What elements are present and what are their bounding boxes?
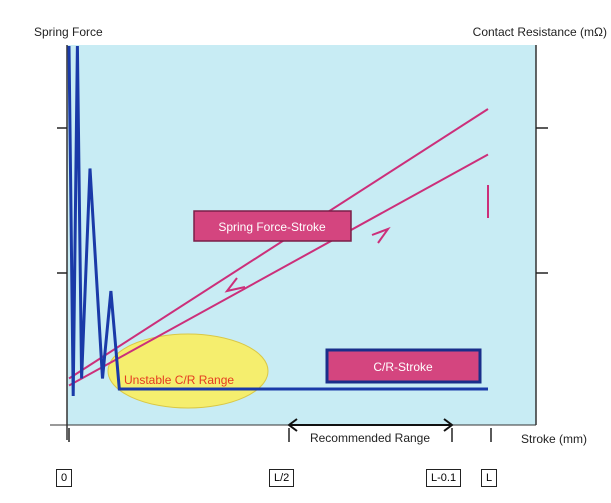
loading-arrow-icon [371,226,391,244]
x-tick-label: L [481,469,498,487]
recommended-range-label: Recommended Range [310,431,430,445]
unloading-arrow-icon [224,277,246,293]
unstable-range-label: Unstable C/R Range [124,373,234,387]
spring-force-label: Spring Force-Stroke [218,220,326,234]
x-axis-label: Stroke (mm) [521,432,587,446]
spring-force-unloading-line [68,153,489,387]
x-tick-label: 0 [56,469,73,487]
spring-force-loading-line [68,108,489,380]
unstable-range-region [107,333,269,409]
left-axis-label: Spring Force [34,25,103,39]
cr-label-box [325,348,482,384]
recommended-arrow-right-icon [443,418,454,432]
spring-force-label-box [193,210,352,242]
contact-resistance-line [67,45,488,397]
cr-label: C/R-Stroke [373,360,433,374]
recommended-arrow-left-icon [287,418,298,432]
right-axis-label: Contact Resistance (mΩ) [472,25,607,39]
x-tick-label: L/2 [269,469,295,487]
x-tick-label: L-0.1 [426,469,462,487]
